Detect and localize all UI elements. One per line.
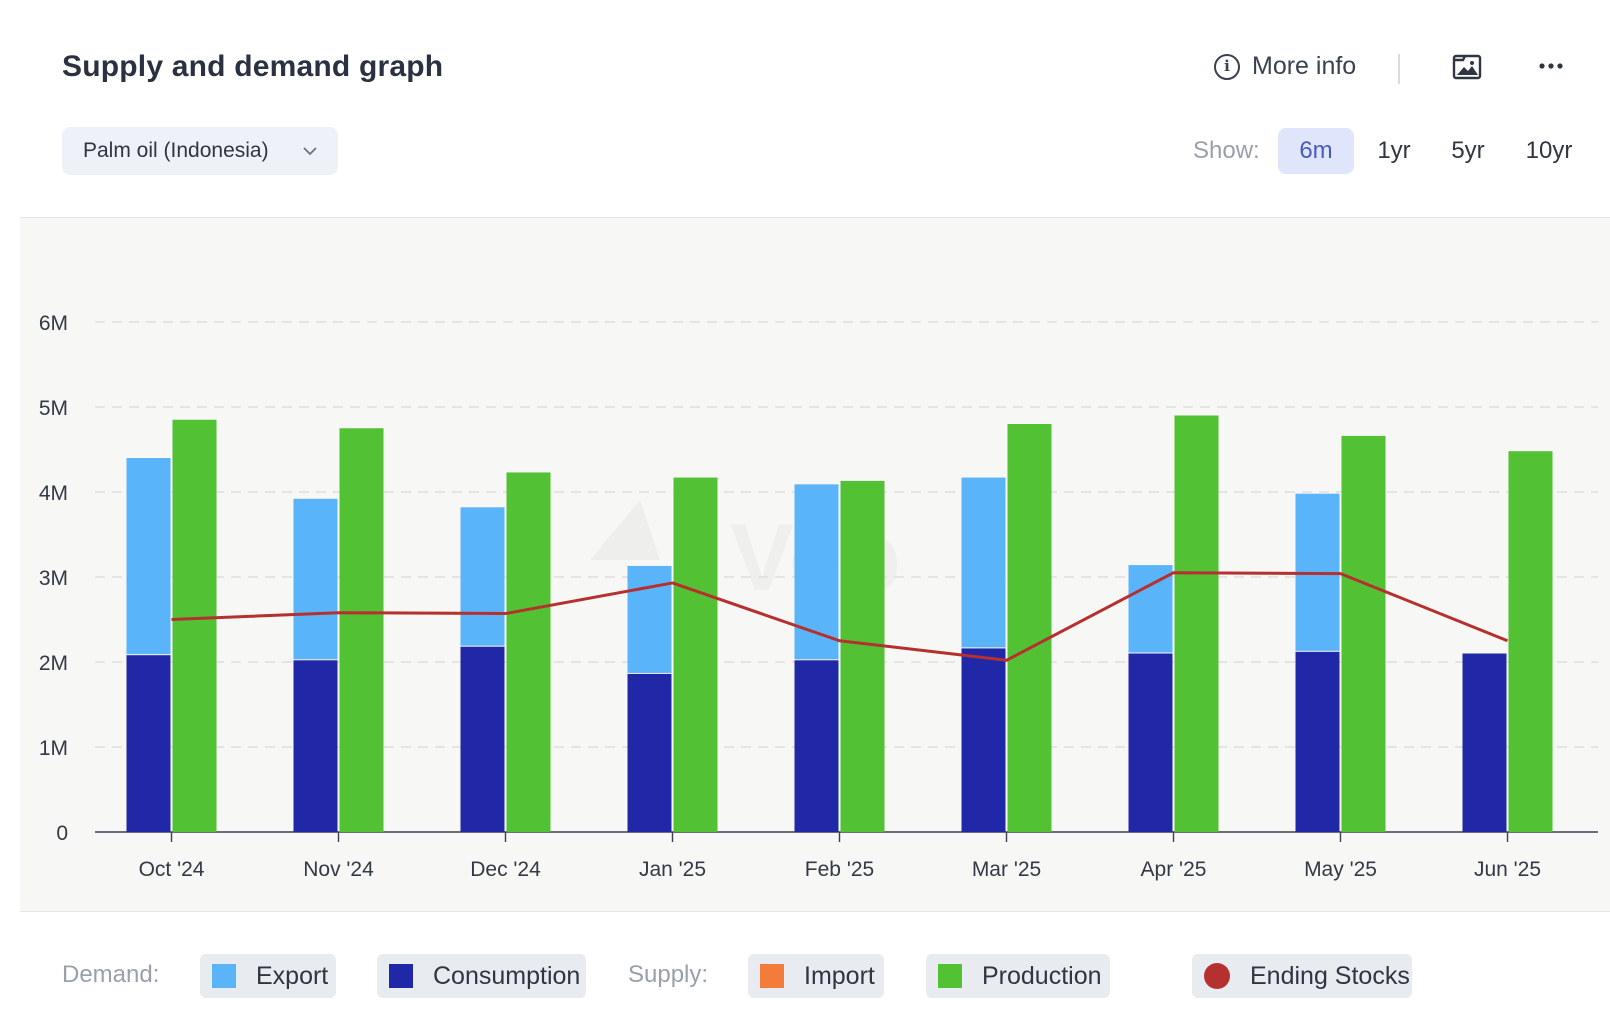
range-1yr-button[interactable]: 1yr [1377,137,1411,164]
commodity-dropdown-value: Palm oil (Indonesia) [83,139,269,162]
page-title: Supply and demand graph [62,50,444,83]
legend-production-label: Production [982,961,1102,990]
x-tick-label: Feb '25 [805,858,874,881]
consumption-bar [1295,651,1340,832]
ending-stocks-line [171,571,1509,662]
consumption-bar [460,646,505,832]
consumption-bar [293,660,338,832]
x-tick-label: Nov '24 [303,858,374,881]
export-bar [460,507,505,646]
more-info-button[interactable]: i More info [1214,52,1356,81]
export-bar [293,498,338,660]
legend-production[interactable]: Production [926,954,1110,998]
x-tick-label: Apr '25 [1141,858,1207,881]
range-5yr-button[interactable]: 5yr [1451,137,1485,164]
legend-export-label: Export [256,961,329,990]
x-tick-label: May '25 [1304,858,1377,881]
x-tick-label: Oct '24 [139,858,205,881]
consumption-bar [126,655,171,832]
production-bar [1341,435,1386,832]
production-bar [506,472,551,832]
chevron-down-icon [303,147,317,156]
more-info-label: More info [1252,52,1357,80]
legend-ending-stocks[interactable]: Ending Stocks [1192,954,1412,998]
consumption-bar [1128,653,1173,832]
legend-export[interactable]: Export [200,954,336,998]
export-bar [794,484,839,660]
production-bar [1174,415,1219,832]
production-bar [1508,451,1553,832]
import-swatch [760,964,784,988]
x-tick-label: Jun '25 [1474,858,1541,881]
consumption-bar [961,648,1006,832]
legend-consumption-label: Consumption [433,961,581,990]
production-bar [1007,424,1052,832]
y-tick-label: 2M [39,652,68,675]
consumption-bar [627,673,672,832]
y-tick-label: 3M [39,567,68,590]
production-bar [840,480,885,832]
ending-stocks-swatch [1204,963,1230,989]
production-bar [172,419,217,832]
export-bar [961,477,1006,648]
commodity-dropdown[interactable]: Palm oil (Indonesia) [62,127,338,175]
y-tick-label: 0 [56,822,68,845]
y-tick-label: 4M [39,482,68,505]
y-tick-label: 1M [39,737,68,760]
export-bar [126,458,171,655]
more-horizontal-icon[interactable] [1536,56,1566,76]
x-tick-label: Jan '25 [639,858,706,881]
legend-ending-stocks-label: Ending Stocks [1250,961,1410,990]
legend-demand-label: Demand: [62,961,160,988]
info-icon: i [1214,53,1240,80]
production-swatch [938,964,962,988]
export-bar [627,565,672,673]
legend-supply-label: Supply: [628,961,709,988]
production-bar [339,428,384,832]
x-tick-label: Dec '24 [470,858,541,881]
legend-consumption[interactable]: Consumption [377,954,586,998]
consumption-bar [794,660,839,832]
consumption-swatch [389,964,413,988]
range-10yr-button[interactable]: 10yr [1525,137,1573,164]
y-tick-label: 5M [39,397,68,420]
y-tick-label: 6M [39,312,68,335]
range-label: Show: [1193,137,1260,164]
export-bar [1128,565,1173,653]
legend-import[interactable]: Import [748,954,884,998]
image-icon[interactable] [1452,54,1482,80]
x-tick-label: Mar '25 [972,858,1041,881]
consumption-bar [1462,653,1507,832]
production-bar [673,477,718,832]
export-swatch [212,964,236,988]
header-divider [1398,54,1400,84]
range-6m-button[interactable]: 6m [1278,128,1354,174]
legend-import-label: Import [804,961,875,990]
